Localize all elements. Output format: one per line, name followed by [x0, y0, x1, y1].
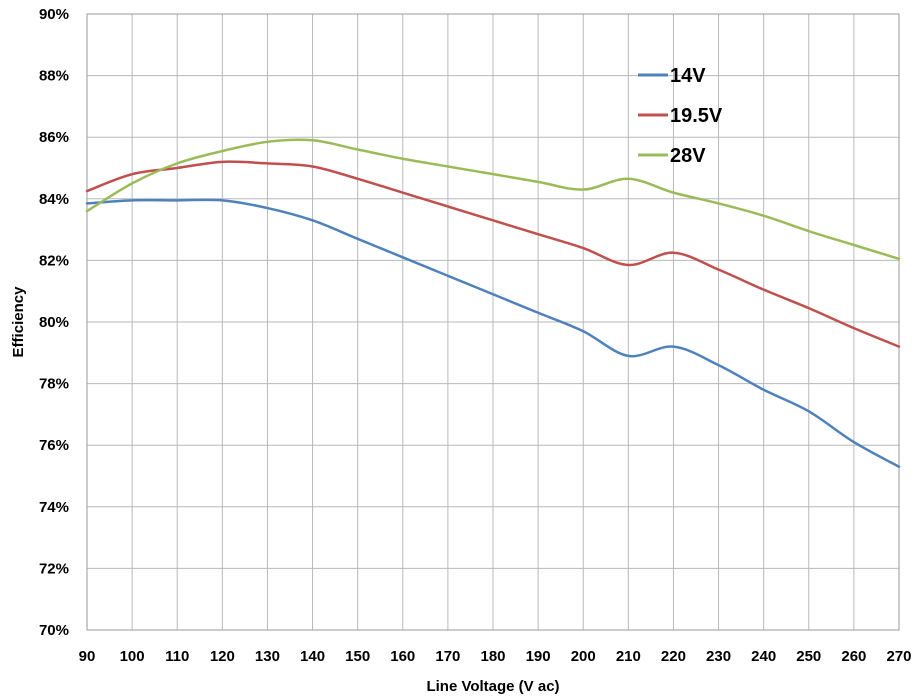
y-tick-label: 82% [39, 252, 69, 269]
x-axis-title: Line Voltage (V ac) [426, 678, 559, 695]
y-tick-label: 78% [39, 376, 69, 393]
legend-label: 19.5V [670, 105, 723, 127]
x-tick-label: 240 [751, 648, 776, 665]
x-tick-label: 230 [706, 648, 731, 665]
y-tick-label: 72% [39, 560, 69, 577]
series-line-14v [85, 198, 901, 469]
x-tick-label: 220 [661, 648, 686, 665]
y-tick-label: 86% [39, 129, 69, 146]
x-tick-label: 140 [300, 648, 325, 665]
x-tick-label: 150 [345, 648, 370, 665]
x-tick-label: 210 [616, 648, 641, 665]
y-tick-label: 70% [39, 622, 69, 639]
x-tick-label: 260 [841, 648, 866, 665]
x-tick-label: 170 [435, 648, 460, 665]
x-tick-label: 110 [165, 648, 189, 665]
y-tick-label: 84% [39, 191, 69, 208]
x-tick-label: 190 [526, 648, 551, 665]
y-tick-label: 88% [39, 68, 69, 85]
legend-label: 28V [670, 145, 706, 167]
chart-series-lines [85, 138, 901, 469]
x-tick-label: 100 [120, 648, 145, 665]
y-tick-label: 90% [39, 6, 69, 23]
chart-grid [86, 13, 900, 631]
plot-area-border [86, 13, 900, 631]
x-axis-ticks: 90 100 110 120 130 140 150 160 170 180 190 200 210 22… [79, 648, 912, 665]
series-line-19-5v [85, 160, 901, 348]
y-tick-label: 80% [39, 314, 69, 331]
x-tick-label: 200 [571, 648, 596, 665]
x-tick-label: 160 [390, 648, 415, 665]
x-tick-label: 130 [255, 648, 280, 665]
y-tick-label: 74% [39, 499, 69, 516]
x-tick-label: 250 [796, 648, 821, 665]
chart-legend: 14V 19.5V 28V [638, 65, 723, 167]
y-axis-title: Efficiency [10, 286, 27, 358]
y-tick-label: 76% [39, 437, 69, 454]
x-tick-label: 270 [886, 648, 911, 665]
x-tick-label: 180 [480, 648, 505, 665]
x-tick-label: 90 [79, 648, 96, 665]
legend-label: 14V [670, 65, 706, 87]
series-line-28v [85, 138, 901, 261]
y-axis-ticks: 70% 72% 74% 76% 78% 80% 82% 84% 86% 88% 90% [39, 6, 69, 639]
x-tick-label: 120 [210, 648, 235, 665]
